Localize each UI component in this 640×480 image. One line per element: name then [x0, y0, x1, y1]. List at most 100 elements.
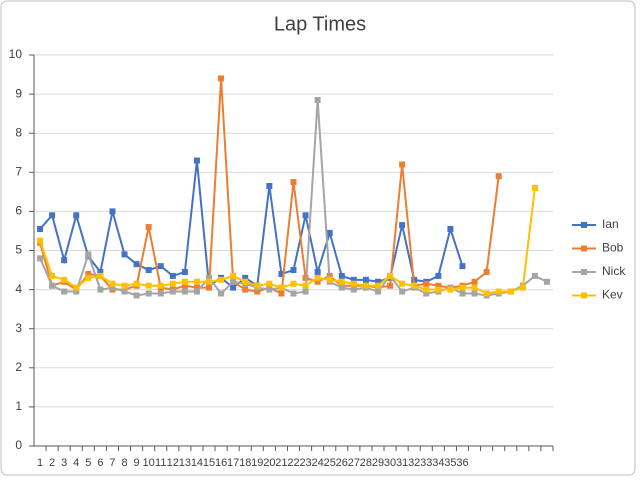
x-tick-label: 31: [396, 457, 408, 469]
point-marker: [423, 280, 430, 287]
point-marker: [254, 282, 261, 289]
x-tick-label: 20: [263, 457, 275, 469]
point-marker: [507, 288, 514, 295]
legend-marker: [581, 292, 587, 299]
point-marker: [73, 288, 80, 295]
point-marker: [61, 257, 68, 264]
point-marker: [387, 272, 394, 279]
point-marker: [169, 288, 176, 295]
point-marker: [218, 290, 225, 297]
point-marker: [495, 288, 502, 295]
point-marker: [145, 224, 152, 231]
point-marker: [49, 282, 56, 289]
x-tick-label: 25: [324, 457, 336, 469]
x-tick-label: 5: [85, 457, 91, 469]
point-marker: [145, 282, 152, 289]
point-marker: [399, 280, 406, 287]
x-tick-label: 23: [299, 457, 311, 469]
point-marker: [254, 288, 261, 295]
x-tick-label: 36: [456, 457, 468, 469]
point-marker: [157, 290, 164, 297]
point-marker: [435, 282, 442, 289]
y-tick-label: 6: [15, 204, 22, 218]
point-marker: [447, 225, 454, 232]
y-tick-label: 2: [15, 360, 22, 374]
x-tick-label: 19: [251, 457, 263, 469]
point-marker: [302, 282, 309, 289]
x-tick-label: 34: [432, 457, 444, 469]
x-tick-label: 3: [61, 457, 67, 469]
point-marker: [61, 276, 68, 283]
point-marker: [374, 288, 381, 295]
point-marker: [435, 286, 442, 293]
point-marker: [338, 284, 345, 291]
point-marker: [193, 278, 200, 285]
point-marker: [362, 276, 369, 283]
point-marker: [61, 288, 68, 295]
x-tick-label: 1: [37, 457, 43, 469]
point-marker: [206, 284, 213, 291]
point-marker: [181, 269, 188, 276]
y-tick-label: 8: [15, 125, 22, 139]
point-marker: [85, 270, 92, 277]
x-tick-label: 14: [191, 457, 203, 469]
point-marker: [290, 179, 297, 186]
x-tick-label: 27: [348, 457, 360, 469]
point-marker: [121, 288, 128, 295]
point-marker: [181, 278, 188, 285]
point-marker: [326, 276, 333, 283]
legend-marker: [581, 245, 587, 252]
point-marker: [133, 292, 140, 299]
x-tick-label: 30: [384, 457, 396, 469]
point-marker: [314, 269, 321, 276]
x-tick-label: 17: [227, 457, 239, 469]
point-marker: [121, 251, 128, 258]
x-tick-label: 16: [215, 457, 227, 469]
point-marker: [218, 276, 225, 283]
point-marker: [97, 269, 104, 276]
point-marker: [266, 286, 273, 293]
x-tick-label: 26: [336, 457, 348, 469]
point-marker: [543, 278, 550, 285]
x-tick-label: 24: [312, 457, 324, 469]
y-tick-label: 7: [15, 164, 22, 178]
point-marker: [193, 157, 200, 164]
x-tick-label: 22: [287, 457, 299, 469]
point-marker: [145, 267, 152, 274]
point-marker: [85, 251, 92, 258]
point-marker: [399, 288, 406, 295]
point-marker: [387, 282, 394, 289]
x-tick-label: 28: [360, 457, 372, 469]
point-marker: [423, 290, 430, 297]
point-marker: [133, 261, 140, 268]
x-tick-label: 6: [97, 457, 103, 469]
point-marker: [290, 280, 297, 287]
point-marker: [399, 222, 406, 229]
y-tick-label: 1: [15, 399, 22, 413]
point-marker: [399, 161, 406, 168]
point-marker: [121, 282, 128, 289]
point-marker: [85, 274, 92, 281]
point-marker: [459, 284, 466, 291]
point-marker: [302, 212, 309, 219]
point-marker: [97, 272, 104, 279]
point-marker: [495, 173, 502, 180]
point-marker: [459, 263, 466, 270]
point-marker: [109, 280, 116, 287]
legend-label: Ian: [602, 217, 619, 231]
chart-title: Lap Times: [274, 13, 366, 35]
point-marker: [447, 286, 454, 293]
point-marker: [531, 272, 538, 279]
point-marker: [37, 255, 44, 262]
x-tick-label: 10: [143, 457, 155, 469]
point-marker: [290, 267, 297, 274]
point-marker: [145, 290, 152, 297]
point-marker: [471, 284, 478, 291]
point-marker: [157, 282, 164, 289]
point-marker: [242, 286, 249, 293]
point-marker: [193, 288, 200, 295]
point-marker: [206, 274, 213, 281]
y-tick-label: 4: [15, 282, 22, 296]
